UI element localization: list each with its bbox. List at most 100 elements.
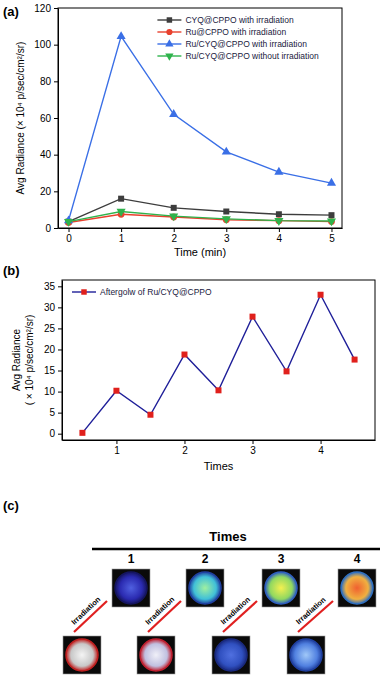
tick-mark: [58, 307, 62, 308]
well: [189, 572, 221, 604]
tick-mark: [253, 440, 254, 444]
tick: 25: [44, 323, 62, 334]
tick-mark: [58, 349, 62, 350]
image-frame: [287, 636, 325, 674]
legend-marker: [167, 17, 172, 22]
tick-label: 15: [44, 365, 56, 376]
data-point: [79, 430, 85, 436]
data-point: [327, 178, 336, 186]
data-point: [328, 212, 334, 218]
well: [115, 572, 147, 604]
image-frame: [112, 569, 150, 607]
tick: 3: [250, 440, 256, 456]
data-point: [222, 216, 231, 224]
step-label: 1: [128, 552, 135, 566]
tick: 5: [49, 407, 62, 418]
data-point: [274, 218, 283, 226]
image-frame: [63, 636, 101, 674]
data-point: [276, 211, 282, 217]
well-image: [112, 569, 150, 607]
step-label: 4: [354, 552, 361, 566]
tick: 4: [277, 228, 283, 244]
x-axis-title: Times: [204, 460, 234, 472]
tick-mark: [58, 371, 62, 372]
tick-label: 35: [44, 281, 56, 292]
well: [140, 639, 172, 671]
legend-label: Ru@CPPO with irradiation: [185, 27, 286, 37]
tick-label: 3: [250, 445, 256, 456]
tick-label: 4: [318, 445, 324, 456]
tick-mark: [69, 228, 70, 232]
data-point: [117, 31, 126, 39]
image-frame: [212, 636, 250, 674]
arrow-label: Irradiation: [294, 595, 328, 626]
series-line: [69, 199, 332, 222]
y-axis: 0 5 10 15 20 25 30 35: [44, 281, 63, 441]
tick-label: 5: [329, 233, 335, 244]
tick-label: 2: [171, 233, 177, 244]
tick-mark: [54, 8, 58, 9]
axis-line: [63, 440, 376, 441]
legend-marker: [166, 29, 172, 35]
image-frame: [338, 569, 376, 607]
tick-mark: [174, 228, 175, 232]
data-point: [327, 218, 336, 226]
legend-marker: [165, 54, 173, 61]
tick: 30: [44, 302, 62, 313]
legend-item: Aftergolw of Ru/CYQ@CPPO: [72, 287, 212, 297]
tick: 100: [34, 39, 58, 50]
data-point: [113, 388, 119, 394]
legend-label: Aftergolw of Ru/CYQ@CPPO: [100, 287, 212, 297]
tick-mark: [58, 434, 62, 435]
tick: 4: [318, 440, 324, 456]
legend-label: Ru/CYQ@CPPO without irradiation: [185, 51, 319, 61]
tick-label: 10: [44, 386, 56, 397]
tick: 1: [119, 228, 125, 244]
tick-label: 120: [34, 3, 51, 14]
tick-mark: [184, 440, 185, 444]
data-point: [118, 196, 124, 202]
series-line: [69, 212, 332, 222]
data-point: [222, 147, 231, 155]
tick: 40: [40, 149, 58, 160]
tick-label: 0: [66, 233, 72, 244]
axis-line: [58, 9, 59, 229]
data-point: [318, 292, 324, 298]
legend-item: CYQ@CPPO with irradiation: [157, 15, 294, 25]
tick: 2: [182, 440, 188, 456]
data-point: [284, 368, 290, 374]
y-axis-title: Avg Radiance (× 10⁴ p/sec/cm²/sr): [15, 42, 26, 195]
tick: 20: [44, 344, 62, 355]
well-image: [186, 569, 224, 607]
legend-item: Ru/CYQ@CPPO with irradiation: [157, 39, 307, 49]
plot-area: [64, 31, 336, 227]
tick: 10: [44, 386, 62, 397]
tick: 3: [224, 228, 230, 244]
tick-label: 0: [45, 223, 51, 234]
tick: 20: [40, 186, 58, 197]
panel-label: (c): [3, 498, 19, 513]
tick-label: 80: [40, 76, 52, 87]
data-point: [223, 209, 229, 215]
tick-label: 20: [40, 186, 52, 197]
tick-label: 40: [40, 149, 52, 160]
x-axis-title: Time (min): [174, 246, 226, 258]
image-frame: [186, 569, 224, 607]
tick-label: 4: [277, 233, 283, 244]
tick-label: 2: [182, 445, 188, 456]
legend-marker: [81, 289, 86, 294]
well: [215, 639, 247, 671]
data-point: [250, 314, 256, 320]
tick-label: 5: [49, 407, 55, 418]
tick-label: 30: [44, 302, 56, 313]
tick-mark: [226, 228, 227, 232]
tick: 15: [44, 365, 62, 376]
x-axis: 0 1 2 3 4 5: [59, 228, 343, 244]
step-label: 2: [202, 552, 209, 566]
tick-label: 0: [49, 428, 55, 439]
step-label: 3: [278, 552, 285, 566]
tick-mark: [54, 118, 58, 119]
well: [265, 572, 297, 604]
tick-mark: [321, 440, 322, 444]
image-frame: [262, 569, 300, 607]
